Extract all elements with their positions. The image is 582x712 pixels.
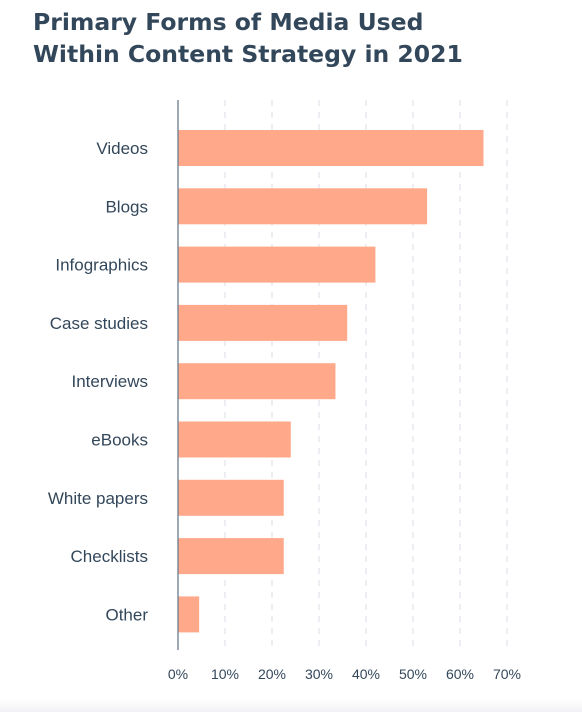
bar-infographics (178, 246, 376, 283)
x-tick-label: 40% (352, 666, 380, 682)
category-label: White papers (48, 489, 148, 508)
x-tick-label: 0% (168, 666, 188, 682)
chart-title: Primary Forms of Media Used Within Conte… (33, 6, 563, 70)
category-label: Interviews (71, 372, 148, 391)
bar-white-papers (178, 479, 284, 516)
x-tick-label: 70% (493, 666, 521, 682)
x-axis-tick-labels: 0% 10% 20% 30% 40% 50% 60% 70% (168, 666, 521, 682)
category-label: Blogs (105, 197, 148, 216)
bottom-edge-shadow (0, 698, 582, 712)
bar-blogs (178, 188, 428, 225)
category-label: Infographics (55, 256, 148, 275)
category-label: eBooks (91, 431, 148, 450)
bar-videos (178, 130, 484, 166)
bar-ebooks (178, 421, 291, 458)
x-tick-label: 20% (258, 666, 286, 682)
x-tick-label: 30% (305, 666, 333, 682)
x-tick-label: 60% (446, 666, 474, 682)
category-label: Case studies (50, 314, 148, 333)
bars (178, 130, 484, 633)
chart-title-line-1: Primary Forms of Media Used (33, 8, 424, 36)
bar-checklists (178, 538, 284, 575)
bar-case-studies (178, 304, 348, 341)
category-label: Videos (96, 139, 148, 158)
x-tick-label: 50% (399, 666, 427, 682)
chart-title-line-2: Within Content Strategy in 2021 (33, 40, 463, 68)
bar-other (178, 596, 200, 633)
category-labels: Videos Blogs Infographics Case studies Inter… (48, 139, 148, 624)
category-label: Checklists (71, 547, 148, 566)
x-tick-label: 10% (211, 666, 239, 682)
bar-interviews (178, 363, 336, 400)
category-label: Other (105, 605, 148, 624)
